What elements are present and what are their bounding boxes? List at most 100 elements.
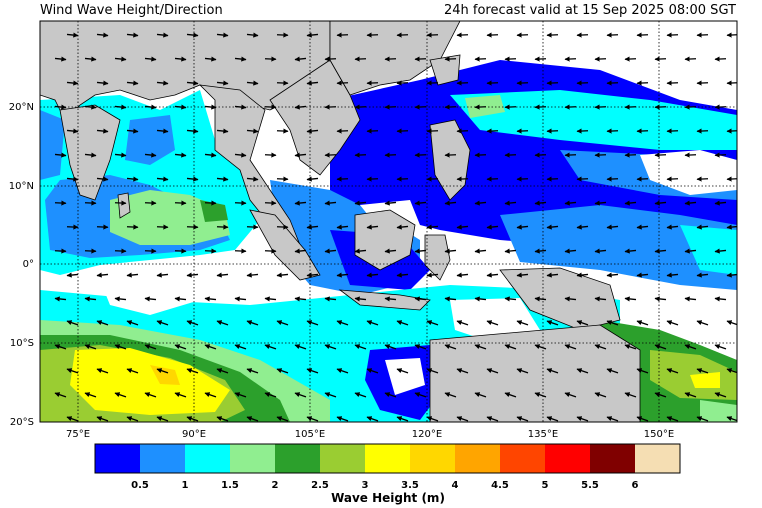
direction-arrow xyxy=(246,320,259,326)
direction-arrow xyxy=(624,56,637,62)
direction-arrow xyxy=(396,368,409,374)
direction-arrow xyxy=(264,56,277,62)
direction-arrow xyxy=(216,176,229,182)
colorbar-swatch xyxy=(455,444,500,473)
direction-arrow xyxy=(486,80,499,86)
colorbar-tick-label: 3 xyxy=(362,480,369,491)
direction-arrow xyxy=(474,200,487,206)
direction-arrow xyxy=(204,296,217,302)
direction-arrow xyxy=(504,152,517,158)
direction-arrow xyxy=(426,368,439,374)
direction-arrow xyxy=(306,224,319,230)
direction-arrow xyxy=(126,368,139,374)
direction-arrow xyxy=(156,272,169,278)
direction-arrow xyxy=(276,272,289,278)
direction-arrow xyxy=(114,56,127,62)
direction-arrow xyxy=(396,128,409,134)
direction-arrow xyxy=(84,344,97,350)
direction-arrow xyxy=(474,152,487,158)
direction-arrow xyxy=(444,200,457,206)
direction-arrow xyxy=(144,248,157,254)
direction-arrow xyxy=(264,152,277,158)
wave-zone-cyan xyxy=(680,225,737,275)
direction-arrow xyxy=(714,296,727,302)
direction-arrow xyxy=(264,104,277,110)
map-frame xyxy=(39,20,738,423)
direction-arrow xyxy=(546,416,559,422)
direction-arrow xyxy=(186,224,199,230)
direction-arrow xyxy=(126,224,139,230)
direction-arrow xyxy=(186,128,199,134)
direction-arrow xyxy=(324,104,337,110)
direction-arrow xyxy=(384,392,397,398)
colorbar-title: Wave Height (m) xyxy=(331,491,445,505)
direction-arrow xyxy=(444,56,457,62)
lat-label: 20°S xyxy=(10,417,34,428)
direction-arrow xyxy=(546,32,559,38)
direction-arrow xyxy=(306,368,319,374)
direction-arrow xyxy=(276,80,289,86)
direction-arrow xyxy=(186,80,199,86)
direction-arrow xyxy=(636,176,649,182)
latitude-labels: 20°N 10°N 0° 10°S 20°S xyxy=(9,102,34,428)
direction-arrow xyxy=(216,128,229,134)
direction-arrow xyxy=(144,56,157,62)
direction-arrow xyxy=(174,152,187,158)
direction-arrow xyxy=(516,128,529,134)
lat-label: 10°S xyxy=(10,338,34,349)
direction-arrow xyxy=(606,320,619,326)
direction-arrow xyxy=(606,176,619,182)
direction-arrow xyxy=(156,416,169,422)
direction-arrow xyxy=(276,320,289,326)
direction-arrow xyxy=(654,104,667,110)
direction-arrow xyxy=(246,224,259,230)
direction-arrow xyxy=(666,272,679,278)
direction-arrow xyxy=(234,104,247,110)
direction-arrow xyxy=(384,152,397,158)
direction-arrow xyxy=(726,128,737,134)
direction-arrow xyxy=(174,344,187,350)
direction-arrow xyxy=(726,416,737,422)
direction-arrow xyxy=(636,416,649,422)
direction-arrow xyxy=(594,200,607,206)
direction-arrow xyxy=(594,104,607,110)
direction-arrow xyxy=(594,248,607,254)
forecast-valid-time: 24h forecast valid at 15 Sep 2025 08:00 … xyxy=(443,3,736,18)
direction-arrow xyxy=(504,344,517,350)
direction-arrow xyxy=(414,392,427,398)
direction-arrow xyxy=(114,104,127,110)
direction-arrow xyxy=(606,416,619,422)
calm-zone xyxy=(100,275,200,315)
colorbar-tick-label: 1 xyxy=(182,480,189,491)
direction-arrow xyxy=(684,200,697,206)
direction-arrow xyxy=(126,80,139,86)
direction-arrow xyxy=(234,152,247,158)
direction-arrow xyxy=(294,152,307,158)
direction-arrow xyxy=(66,128,79,134)
colorbar-swatch xyxy=(95,444,140,473)
direction-arrow xyxy=(726,176,737,182)
colorbar-swatch xyxy=(545,444,590,473)
direction-arrow xyxy=(714,344,727,350)
direction-arrow xyxy=(456,368,469,374)
direction-arrow xyxy=(546,128,559,134)
direction-arrow xyxy=(534,296,547,302)
direction-arrow xyxy=(696,80,709,86)
direction-arrow xyxy=(324,200,337,206)
direction-arrow xyxy=(126,320,139,326)
direction-arrow xyxy=(354,392,367,398)
direction-arrow xyxy=(726,368,737,374)
direction-arrow xyxy=(294,248,307,254)
direction-arrow xyxy=(474,104,487,110)
lat-label: 20°N xyxy=(9,102,34,113)
direction-arrow xyxy=(216,224,229,230)
direction-arrow xyxy=(534,392,547,398)
direction-arrow xyxy=(336,128,349,134)
direction-arrow xyxy=(486,368,499,374)
direction-arrow xyxy=(96,368,109,374)
direction-arrow xyxy=(636,32,649,38)
direction-arrow xyxy=(216,368,229,374)
direction-arrow xyxy=(444,392,457,398)
direction-arrow xyxy=(156,368,169,374)
direction-arrow xyxy=(606,368,619,374)
